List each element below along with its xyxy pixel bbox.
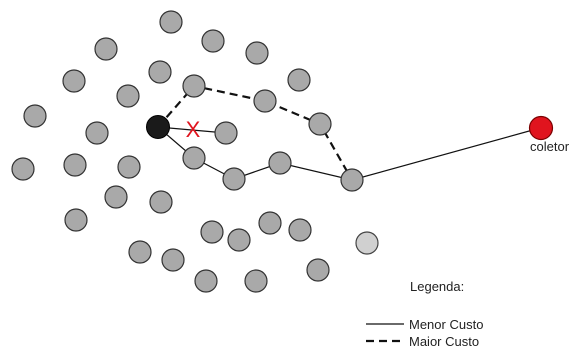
sensor-node bbox=[253, 89, 277, 113]
sensor-node bbox=[214, 121, 238, 145]
collector-label: coletor bbox=[530, 139, 570, 154]
sensor-node bbox=[63, 153, 87, 177]
sensor-node bbox=[94, 37, 118, 61]
sensor-node bbox=[308, 112, 332, 136]
sensor-node bbox=[182, 146, 206, 170]
sensor-node bbox=[182, 74, 206, 98]
sensor-node bbox=[149, 190, 173, 214]
sensor-node bbox=[161, 248, 185, 272]
sensor-node bbox=[148, 60, 172, 84]
sensor-node bbox=[11, 157, 35, 181]
sensor-node bbox=[194, 269, 218, 293]
sensor-node bbox=[222, 167, 246, 191]
sensor-node bbox=[128, 240, 152, 264]
sensor-nodes bbox=[11, 10, 379, 293]
sensor-node bbox=[116, 84, 140, 108]
sensor-node bbox=[200, 220, 224, 244]
sensor-node bbox=[340, 168, 364, 192]
legend-dashed-label: Maior Custo bbox=[409, 334, 479, 349]
sensor-node bbox=[306, 258, 330, 282]
legend: Legenda: Menor Custo Maior Custo bbox=[366, 279, 483, 349]
sensor-node bbox=[227, 228, 251, 252]
sensor-node bbox=[268, 151, 292, 175]
sensor-node bbox=[287, 68, 311, 92]
collector-node bbox=[528, 115, 554, 141]
sensor-node bbox=[85, 121, 109, 145]
sensor-node bbox=[288, 218, 312, 242]
sensor-node bbox=[23, 104, 47, 128]
source-node bbox=[146, 115, 170, 139]
max-cost-path bbox=[157, 84, 353, 181]
sensor-node bbox=[244, 269, 268, 293]
sensor-node bbox=[117, 155, 141, 179]
legend-solid-label: Menor Custo bbox=[409, 317, 483, 332]
blocked-mark: X bbox=[186, 117, 201, 142]
sensor-node bbox=[62, 69, 86, 93]
sensor-node bbox=[245, 41, 269, 65]
sensor-node bbox=[201, 29, 225, 53]
legend-title: Legenda: bbox=[410, 279, 464, 294]
sensor-node bbox=[258, 211, 282, 235]
sensor-node bbox=[159, 10, 183, 34]
sensor-node bbox=[64, 208, 88, 232]
sensor-node bbox=[104, 185, 128, 209]
sensor-node-light bbox=[355, 231, 379, 255]
